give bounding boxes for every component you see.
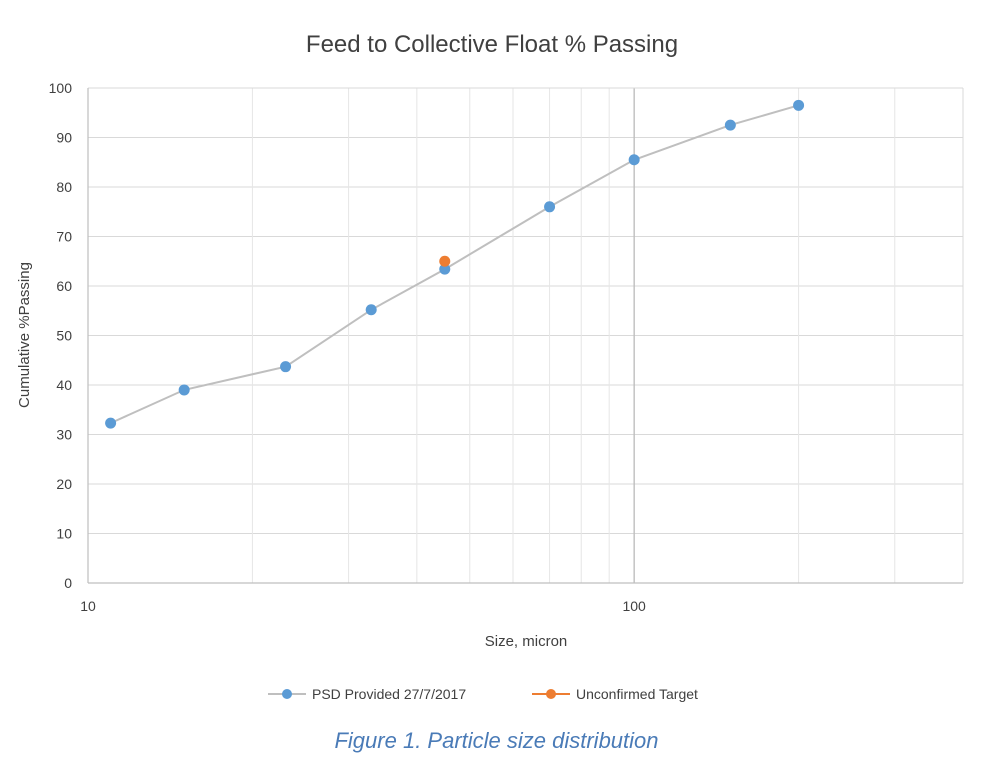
data-point xyxy=(793,99,805,111)
y-tick-label: 0 xyxy=(64,575,72,591)
y-axis-label: Cumulative %Passing xyxy=(16,262,33,408)
y-tick-label: 90 xyxy=(56,130,72,146)
y-tick-label: 20 xyxy=(56,476,72,492)
x-tick-label: 100 xyxy=(622,598,646,614)
legend-swatch-marker xyxy=(282,689,292,699)
y-tick-label: 70 xyxy=(56,229,72,245)
y-tick-label: 80 xyxy=(56,179,72,195)
legend-swatch-marker xyxy=(546,689,556,699)
chart-title: Feed to Collective Float % Passing xyxy=(306,31,678,58)
y-tick-label: 60 xyxy=(56,278,72,294)
data-point xyxy=(439,255,451,267)
data-point xyxy=(628,154,640,166)
data-point xyxy=(724,119,736,131)
series-line xyxy=(110,104,799,425)
data-point xyxy=(544,201,556,213)
data-point xyxy=(105,417,117,429)
x-axis-label: Size, micron xyxy=(485,633,568,650)
y-tick-label: 10 xyxy=(56,526,72,542)
chart: Feed to Collective Float % Passing 0 10 20… xyxy=(16,31,964,702)
gridlines xyxy=(88,87,964,583)
data-point xyxy=(178,384,190,396)
data-point xyxy=(365,304,377,316)
axes xyxy=(87,88,963,584)
tick-labels: 0 10 20 30 40 50 60 70 80 90 100 10 100 xyxy=(49,80,646,614)
data-point xyxy=(280,361,292,373)
legend-label: Unconfirmed Target xyxy=(576,686,698,702)
y-tick-label: 30 xyxy=(56,427,72,443)
series-1 xyxy=(439,255,451,267)
y-tick-label: 40 xyxy=(56,377,72,393)
data-series xyxy=(105,99,805,429)
figure-caption: Figure 1. Particle size distribution xyxy=(334,728,659,753)
x-tick-label: 10 xyxy=(80,598,96,614)
legend-label: PSD Provided 27/7/2017 xyxy=(312,686,466,702)
legend-item: PSD Provided 27/7/2017 xyxy=(268,686,466,702)
legend-item: Unconfirmed Target xyxy=(532,686,698,702)
y-tick-label: 50 xyxy=(56,328,72,344)
series-0 xyxy=(105,99,805,429)
y-tick-label: 100 xyxy=(49,80,73,96)
legend: PSD Provided 27/7/2017 Unconfirmed Target xyxy=(268,686,698,702)
data-point xyxy=(439,263,451,275)
